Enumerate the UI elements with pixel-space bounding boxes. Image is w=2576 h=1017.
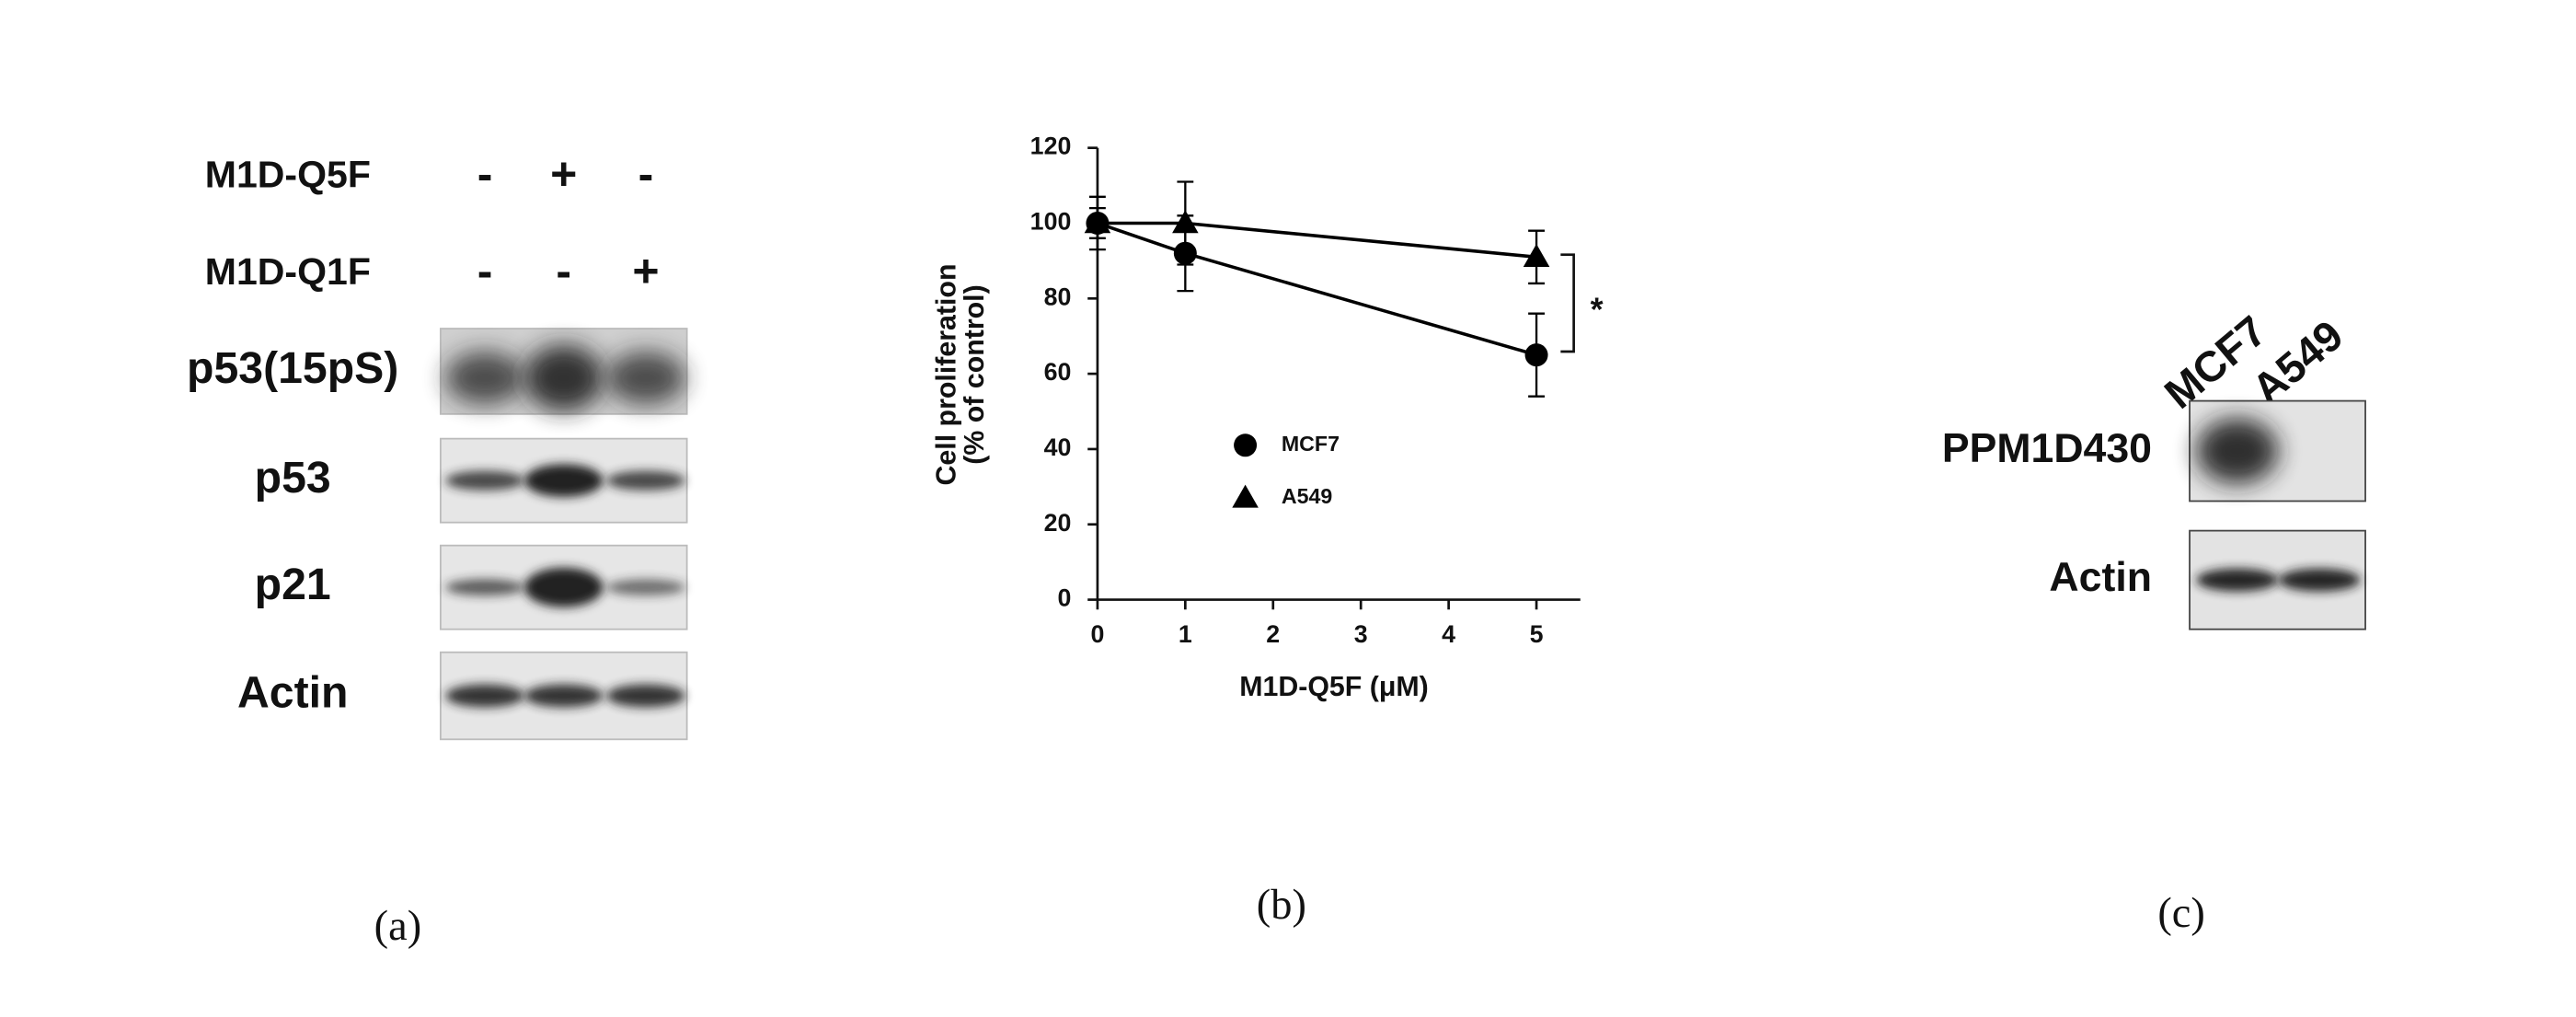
blot-band [445,352,524,405]
blot-band [523,344,604,411]
blot-label: p53(15pS) [187,343,398,393]
condition-sign: - [477,148,493,200]
condition-label: M1D-Q1F [205,250,371,293]
y-axis-label: (% of control) [960,284,990,464]
legend-label: MCF7 [1282,432,1340,456]
y-tick-label: 20 [1044,509,1072,537]
caption: (c) [2157,890,2205,937]
x-tick-label: 1 [1179,620,1192,648]
y-tick-label: 0 [1057,584,1071,612]
y-tick-label: 40 [1044,433,1072,461]
blot-band [523,567,604,607]
x-tick-label: 3 [1354,620,1368,648]
blot-label: p53 [255,453,331,503]
blot-label: p21 [255,560,331,609]
series-line [1097,221,1537,357]
legend-marker [1232,484,1259,508]
y-tick-label: 80 [1044,283,1072,310]
condition-label: M1D-Q5F [205,154,371,196]
significance-bracket [1560,253,1575,353]
y-tick-label: 120 [1030,133,1072,160]
condition-sign: - [556,245,571,296]
y-tick-label: 100 [1030,208,1072,236]
blot-band [523,464,604,498]
blot-label: Actin [237,668,348,718]
annotation: * [1591,292,1604,329]
marker [1524,343,1548,367]
y-axis-label: Cell proliferation [931,264,961,486]
caption: (b) [1257,882,1306,929]
x-tick-label: 5 [1530,620,1544,648]
blot-label: Actin [2049,555,2152,600]
blot-band [445,579,524,596]
blot-band [445,470,524,491]
caption: (a) [374,903,422,950]
x-tick-label: 2 [1266,620,1280,648]
x-tick-label: 4 [1442,620,1455,648]
series-line [1097,221,1537,260]
blot-label: PPM1D430 [1942,426,2152,471]
marker [1523,244,1550,268]
condition-sign: - [477,245,493,296]
blot-band [523,684,604,708]
blot-band [445,684,524,708]
condition-sign: + [550,148,577,200]
blot-band [2196,418,2279,484]
legend-marker [1234,433,1258,457]
blot-band [2278,568,2361,592]
blot-band [2196,568,2279,592]
marker [1172,210,1199,234]
x-axis-label: M1D-Q5F (μM) [1239,672,1429,702]
blot-band [606,352,685,405]
condition-sign: + [632,245,659,296]
blot-band [606,579,685,596]
x-tick-label: 0 [1090,620,1104,648]
blot-band [606,684,685,708]
condition-sign: - [638,148,654,200]
blot-band [606,470,685,491]
legend-label: A549 [1282,484,1333,508]
marker [1084,210,1111,234]
y-tick-label: 60 [1044,358,1072,386]
